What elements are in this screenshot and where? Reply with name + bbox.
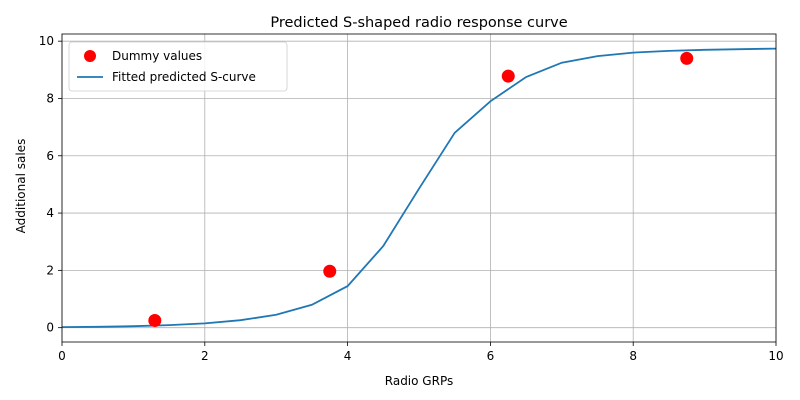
x-tick-label: 6 [487, 349, 495, 363]
y-tick-label: 10 [39, 34, 54, 48]
y-axis-label: Additional sales [14, 139, 28, 234]
x-tick-label: 10 [768, 349, 783, 363]
x-axis: 0 2 4 6 8 10 [58, 342, 784, 363]
y-tick-label: 2 [46, 263, 54, 277]
y-tick-label: 4 [46, 206, 54, 220]
x-tick-label: 2 [201, 349, 209, 363]
legend-box [68, 41, 288, 92]
dummy-value-point [148, 314, 162, 328]
dummy-value-point [323, 264, 337, 278]
legend-label-fitted-curve: Fitted predicted S-curve [112, 70, 256, 84]
x-tick-label: 4 [344, 349, 352, 363]
legend: Dummy values Fitted predicted S-curve [68, 41, 288, 92]
legend-marker-dummy-values [84, 50, 96, 62]
legend-label-dummy-values: Dummy values [112, 49, 202, 63]
dummy-value-point [680, 51, 694, 65]
y-axis: 0 2 4 6 8 10 [39, 34, 62, 335]
fitted-s-curve-line [61, 47, 777, 328]
x-tick-label: 0 [58, 349, 66, 363]
plot-area [61, 47, 777, 328]
y-tick-label: 8 [46, 91, 54, 105]
chart-title: Predicted S-shaped radio response curve [270, 15, 567, 31]
dummy-value-point [501, 69, 515, 83]
y-tick-label: 0 [46, 321, 54, 335]
plot-frame [61, 33, 777, 343]
x-axis-label: Radio GRPs [385, 374, 453, 388]
y-tick-label: 6 [46, 149, 54, 163]
x-tick-label: 8 [629, 349, 637, 363]
